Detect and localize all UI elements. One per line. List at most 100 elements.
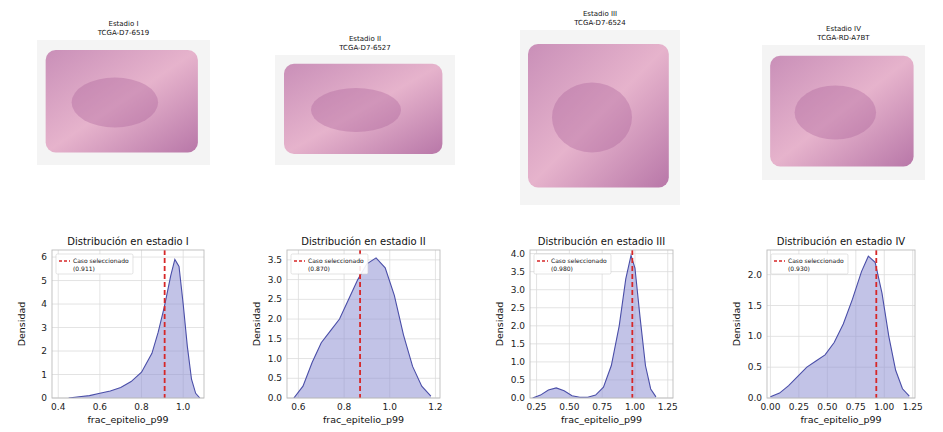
- y-tick-label: 0: [41, 393, 47, 403]
- legend-box: [291, 254, 368, 274]
- y-tick-label: 0.0: [748, 393, 763, 403]
- x-tick-label: 1.2: [428, 402, 442, 412]
- y-tick-label: 1.5: [268, 334, 282, 344]
- grid-line-y: [767, 305, 915, 306]
- thumbnail-ground: [762, 45, 925, 180]
- grid-line-y: [530, 325, 673, 326]
- x-tick-label: 1.00: [874, 402, 894, 412]
- density-area: [69, 259, 200, 398]
- thumbnail-ground: [37, 40, 210, 165]
- thumbnail: [275, 55, 455, 165]
- x-tick-label: 0.25: [527, 402, 547, 412]
- grid-line-y: [530, 289, 673, 290]
- plot-area: [287, 250, 440, 398]
- thumbnail-detail: [795, 86, 877, 140]
- density-area: [533, 255, 656, 398]
- y-tick-label: 1.0: [511, 357, 526, 367]
- thumbnail-ground: [275, 55, 455, 165]
- y-tick-label: 2: [41, 346, 47, 356]
- panel: Estadio IITCGA-D7-65270.60.81.01.20.00.5…: [251, 35, 455, 425]
- x-tick-label: 0.4: [51, 402, 66, 412]
- grid-line-y: [530, 307, 673, 308]
- thumbnail-tissue: [46, 50, 198, 153]
- x-axis-title: frac_epitelio_p99: [561, 414, 642, 425]
- x-tick-label: 1.00: [625, 402, 645, 412]
- legend-value: (0.911): [73, 265, 95, 272]
- case-id: TCGA-D7-6519: [97, 29, 150, 37]
- marks: [770, 250, 909, 398]
- x-tick-label: 0.75: [592, 402, 612, 412]
- legend: Caso seleccionado(0.870): [291, 254, 368, 274]
- thumbnail: [37, 40, 210, 165]
- thumbnail-tissue: [770, 56, 913, 167]
- grid-line-y: [530, 379, 673, 380]
- y-tick-label: 0.0: [268, 393, 283, 403]
- x-tick-label: 1.25: [658, 402, 678, 412]
- legend-value: (0.930): [788, 265, 810, 272]
- x-tick-label: 0.25: [789, 402, 809, 412]
- y-tick-label: 1.0: [748, 331, 763, 341]
- plot-area: [767, 250, 915, 398]
- x-tick-label: 0.6: [291, 402, 306, 412]
- panel: Estadio IVTCGA-RD-A7BT0.000.250.500.751.…: [731, 25, 925, 425]
- plot-frame: [767, 250, 915, 398]
- image-caption: Estadio II: [349, 35, 381, 43]
- legend: Caso seleccionado(0.980): [534, 254, 611, 274]
- plot-frame: [530, 250, 673, 398]
- legend-swatch: [59, 260, 70, 262]
- thumbnail-detail: [72, 78, 159, 128]
- x-tick-label: 1.0: [176, 402, 191, 412]
- x-tick-label: 1.0: [383, 402, 398, 412]
- y-tick-label: 0.0: [511, 393, 526, 403]
- thumbnail-tissue: [284, 64, 442, 154]
- plot-area: [52, 250, 204, 398]
- y-tick-label: 3.5: [268, 255, 282, 265]
- y-tick-label: 2.5: [268, 294, 282, 304]
- x-tick-label: 0.00: [760, 402, 780, 412]
- y-tick-label: 3.0: [511, 285, 526, 295]
- x-tick-label: 0.8: [337, 402, 352, 412]
- thumbnail-detail: [552, 83, 632, 153]
- reference-line: [875, 250, 877, 398]
- x-tick-label: 0.8: [134, 402, 149, 412]
- y-tick-label: 3: [41, 323, 47, 333]
- y-tick-label: 2.5: [511, 303, 525, 313]
- x-tick-label: 1.25: [903, 402, 923, 412]
- thumbnail-detail: [311, 88, 401, 132]
- y-tick-label: 3.0: [268, 275, 283, 285]
- x-tick-label: 0.75: [846, 402, 866, 412]
- legend-value: (0.980): [551, 265, 573, 272]
- image-caption: Estadio I: [108, 20, 138, 28]
- reference-line: [164, 250, 166, 398]
- y-tick-label: 1.0: [268, 354, 283, 364]
- panel-title: Distribución en estadio I: [67, 236, 189, 247]
- legend-box: [771, 254, 848, 274]
- panel-title: Distribución en estadio II: [301, 236, 426, 247]
- legend: Caso seleccionado(0.911): [56, 254, 133, 274]
- grid-line-x: [912, 250, 913, 398]
- x-tick-label: 0.50: [559, 402, 579, 412]
- y-tick-label: 2.0: [511, 321, 526, 331]
- thumbnail-tissue: [528, 44, 669, 188]
- grid-line-y: [530, 361, 673, 362]
- grid-line-y: [530, 343, 673, 344]
- y-tick-label: 3.5: [511, 267, 525, 277]
- legend-swatch: [294, 260, 305, 262]
- image-caption: Estadio III: [583, 10, 617, 18]
- x-axis-title: frac_epitelio_p99: [323, 414, 404, 425]
- x-axis-title: frac_epitelio_p99: [87, 414, 168, 425]
- case-id: TCGA-RD-A7BT: [816, 34, 870, 42]
- y-tick-label: 1.5: [748, 301, 762, 311]
- y-tick-label: 0.5: [268, 373, 282, 383]
- thumbnail-ground: [520, 30, 680, 205]
- legend-label: Caso seleccionado: [551, 257, 607, 264]
- legend-label: Caso seleccionado: [308, 257, 364, 264]
- panel-title: Distribución en estadio IV: [777, 236, 906, 247]
- y-tick-label: 0.5: [748, 362, 762, 372]
- marks: [533, 250, 656, 398]
- grid-line-x: [435, 250, 436, 398]
- case-id: TCGA-D7-6524: [573, 19, 626, 27]
- legend: Caso seleccionado(0.930): [771, 254, 848, 274]
- y-tick-label: 0.5: [511, 375, 525, 385]
- panel-title: Distribución en estadio III: [538, 236, 665, 247]
